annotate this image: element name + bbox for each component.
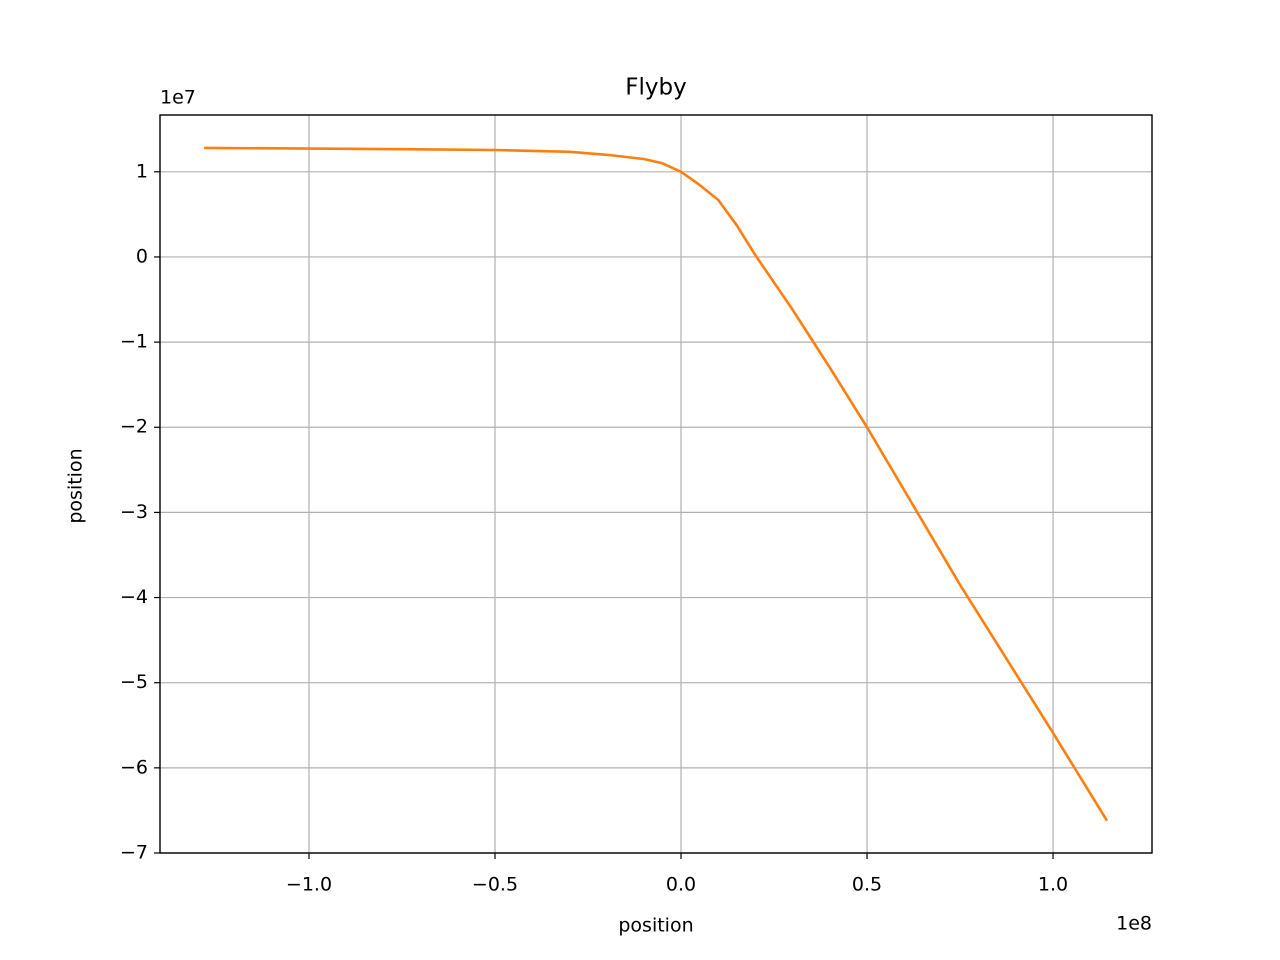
chart-title: Flyby	[625, 75, 686, 101]
y-offset-label: 1e7	[160, 87, 196, 109]
plot-frame	[159, 114, 1153, 854]
x-offset-label: 1e8	[1116, 913, 1152, 935]
x-tick-label: 1.0	[1038, 874, 1068, 896]
y-tick-label: −6	[120, 756, 148, 778]
y-tick-label: −1	[120, 331, 148, 353]
y-tick-label: 1	[136, 160, 148, 182]
y-tick-label: −5	[120, 671, 148, 693]
y-tick-label: −7	[120, 842, 148, 864]
y-tick-label: 0	[136, 245, 148, 267]
x-tick-label: −0.5	[472, 874, 518, 896]
x-tick-label: −1.0	[286, 874, 332, 896]
x-tick-label: 0.5	[852, 874, 882, 896]
y-tick-label: −4	[120, 586, 148, 608]
y-tick-label: −2	[120, 416, 148, 438]
x-tick-label: 0.0	[666, 874, 696, 896]
data-line	[204, 146, 1109, 822]
y-axis-label: position	[65, 448, 87, 523]
x-axis-label: position	[618, 915, 693, 937]
y-tick-label: −3	[120, 501, 148, 523]
